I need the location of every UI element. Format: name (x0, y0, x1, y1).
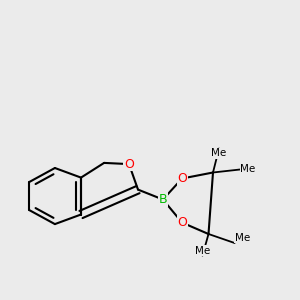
Text: Me: Me (235, 233, 250, 243)
Text: Me: Me (240, 164, 255, 175)
Text: B: B (159, 193, 167, 206)
Text: O: O (124, 158, 134, 171)
Text: Me: Me (212, 148, 226, 158)
Text: Me: Me (195, 246, 210, 256)
Text: O: O (177, 172, 187, 185)
Text: O: O (177, 216, 187, 229)
